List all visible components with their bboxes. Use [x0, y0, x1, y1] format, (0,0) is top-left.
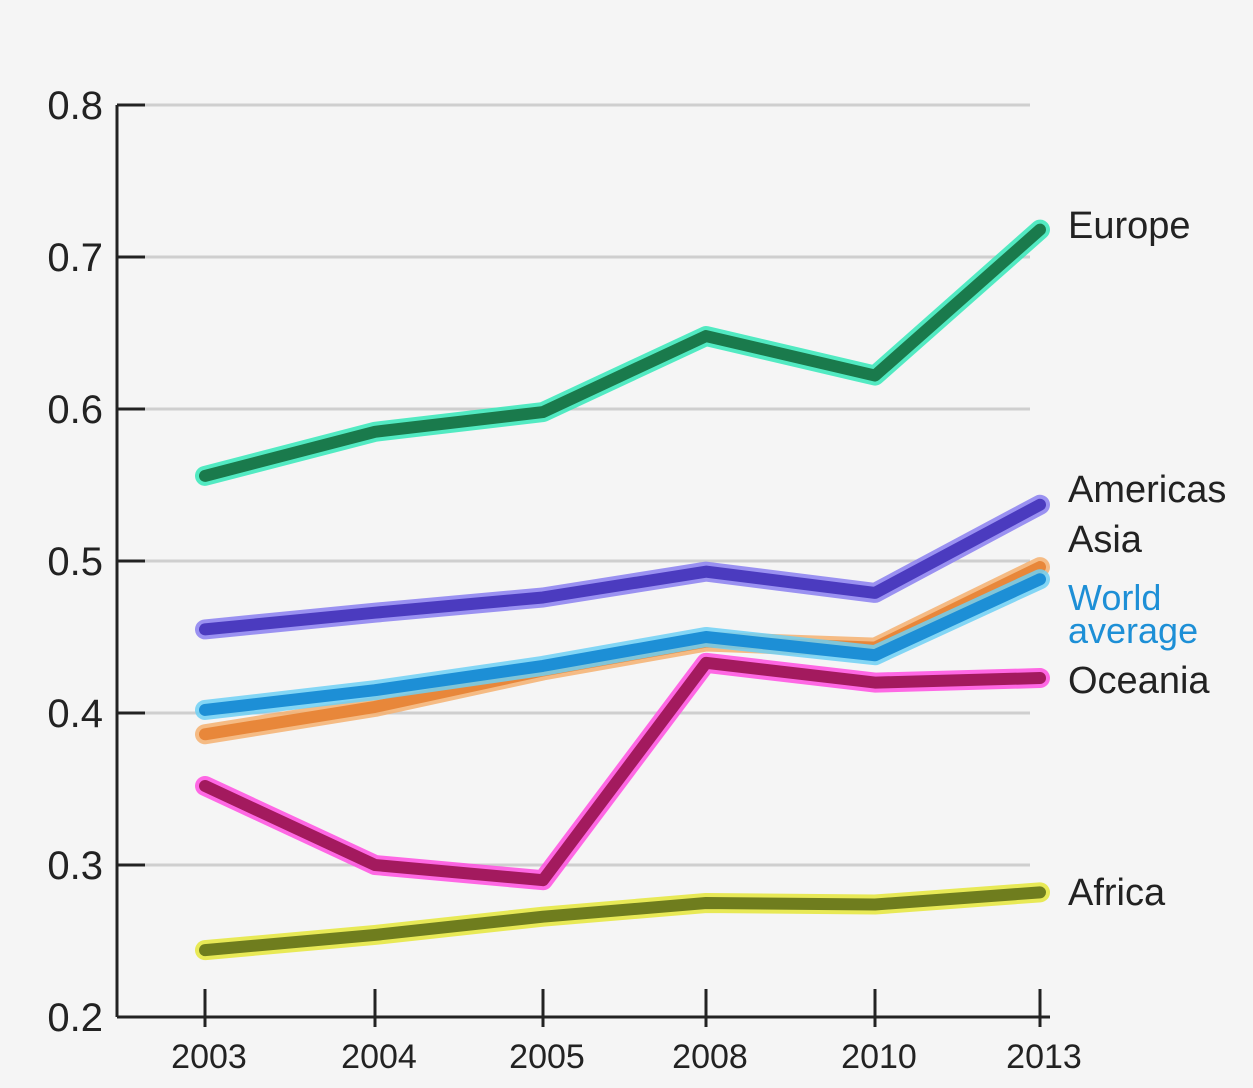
y-tick-label: 0.5	[47, 540, 103, 584]
series-lines	[195, 219, 1050, 961]
y-tick-label: 0.2	[47, 996, 103, 1040]
axes: 0.2 0.3 0.4 0.5 0.6 0.7 0.8 2003 2004 2005 2008 201…	[47, 84, 1081, 1076]
series-label: Americas	[1068, 469, 1226, 511]
series-line	[199, 498, 1046, 636]
series-line	[199, 223, 1046, 482]
series-label: Asia	[1068, 519, 1143, 561]
y-tick-label: 0.6	[47, 388, 103, 432]
series-line	[199, 573, 1046, 716]
y-tick-label: 0.3	[47, 844, 103, 888]
series-line	[199, 656, 1046, 887]
x-tick-label: 2010	[841, 1038, 917, 1076]
x-tick-label: 2003	[171, 1038, 247, 1076]
y-tick-label: 0.8	[47, 84, 103, 128]
x-tick-label: 2005	[509, 1038, 585, 1076]
series-line	[199, 886, 1046, 957]
series-label: Africa	[1068, 872, 1166, 914]
x-tick-label: 2004	[341, 1038, 417, 1076]
series-label: average	[1068, 610, 1198, 651]
x-tick-label: 2013	[1006, 1038, 1082, 1076]
gridlines	[117, 103, 1030, 867]
series-label: Oceania	[1068, 660, 1210, 702]
y-tick-label: 0.4	[47, 692, 103, 736]
y-tick-label: 0.7	[47, 236, 103, 280]
x-tick-label: 2008	[672, 1038, 748, 1076]
series-label: Europe	[1068, 205, 1191, 247]
series-label: World	[1068, 577, 1161, 618]
